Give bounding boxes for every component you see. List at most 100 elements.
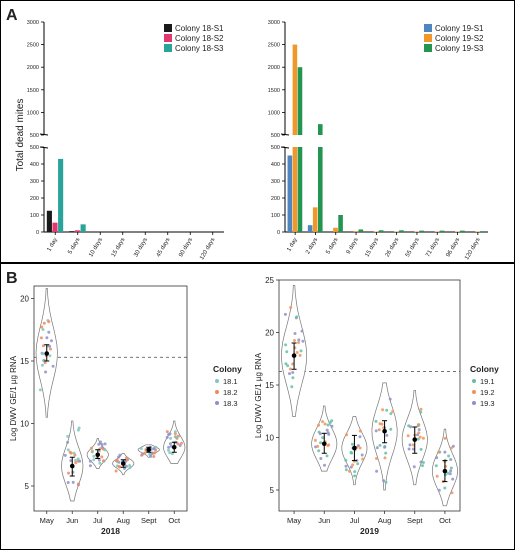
data-point: [435, 474, 439, 478]
data-point: [421, 436, 425, 440]
x-tick-label: Aug: [117, 516, 130, 525]
data-point: [407, 424, 411, 428]
data-point: [375, 446, 379, 450]
data-point: [350, 451, 354, 455]
data-point: [391, 409, 395, 413]
data-point: [388, 397, 392, 401]
chart-layer: 0100200300400500500100015002000250030001…: [9, 20, 499, 536]
data-point: [169, 436, 173, 440]
axis-break-mark: [39, 133, 49, 136]
data-point: [435, 456, 439, 460]
data-point: [330, 419, 334, 423]
y-tick-label: 100: [271, 213, 280, 219]
y-tick-label: 500: [30, 133, 39, 139]
data-point: [168, 451, 172, 455]
x-tick-label: Sept: [141, 516, 157, 525]
mean-point: [352, 445, 357, 451]
bar: [475, 231, 480, 232]
data-point: [443, 436, 447, 440]
data-point: [92, 454, 96, 458]
data-point: [321, 436, 325, 440]
data-point: [288, 367, 292, 371]
data-point: [88, 459, 92, 463]
data-point: [72, 451, 76, 455]
data-point: [63, 453, 67, 457]
data-point: [77, 426, 81, 430]
legend-swatch: [215, 401, 219, 405]
legend-swatch: [215, 379, 219, 383]
data-point: [128, 466, 132, 470]
data-point: [40, 325, 44, 329]
data-point: [295, 315, 299, 319]
data-point: [97, 458, 101, 462]
data-point: [437, 450, 441, 454]
bar: [358, 229, 364, 232]
data-point: [326, 444, 330, 448]
y-tick-label: 20: [20, 295, 29, 304]
data-point: [99, 440, 102, 444]
y-tick-label: 500: [271, 145, 280, 151]
data-point: [298, 353, 302, 357]
y-tick-label: 3000: [268, 20, 280, 26]
y-tick-label: 300: [30, 179, 39, 185]
x-tick-label: 5 days: [67, 237, 81, 255]
legend-swatch: [164, 44, 172, 52]
data-point: [383, 456, 387, 460]
data-point: [349, 465, 353, 469]
data-point: [406, 434, 410, 438]
bar: [287, 155, 293, 232]
x-tick-label: May: [287, 516, 301, 525]
data-point: [358, 429, 362, 433]
data-point: [68, 450, 72, 454]
data-point: [152, 455, 156, 458]
x-tick-label: 5 days: [325, 237, 339, 255]
legend-entry: Colony 19-S2: [435, 34, 484, 43]
legend-swatch: [472, 390, 476, 394]
y-tick-label: 5: [25, 482, 30, 491]
mean-point: [321, 441, 327, 447]
x-tick-label: May: [40, 516, 54, 525]
x-axis-label: 2019: [360, 526, 379, 536]
data-point: [385, 408, 389, 412]
y-tick-label: 5: [270, 486, 275, 495]
data-point: [330, 424, 334, 428]
data-point: [416, 437, 420, 441]
data-point: [41, 344, 45, 348]
data-point: [344, 464, 348, 468]
bar: [460, 230, 465, 232]
data-point: [408, 443, 412, 447]
bar: [297, 147, 303, 232]
data-point: [417, 423, 421, 427]
x-tick-label: 96 days: [446, 237, 462, 258]
plot-frame: [33, 285, 188, 512]
data-point: [115, 459, 118, 463]
data-point: [380, 422, 384, 426]
data-point: [411, 443, 415, 447]
legend-swatch: [472, 379, 476, 383]
bar: [439, 230, 445, 232]
violin-chart: 5 10 15 20 25 May Jun Jul Aug Sept Oct 2019 Log DWV …: [254, 276, 499, 536]
y-tick-label: 300: [271, 179, 280, 185]
data-point: [443, 486, 447, 490]
legend-swatch: [424, 34, 432, 42]
bar: [480, 231, 485, 232]
x-axis-label: 2018: [101, 526, 120, 536]
data-point: [325, 454, 329, 458]
bar: [317, 147, 323, 232]
data-point: [377, 428, 381, 432]
mean-point: [442, 468, 448, 474]
data-point: [167, 448, 170, 452]
data-point: [103, 442, 107, 446]
mean-point: [44, 351, 50, 356]
legend-entry: 18.3: [223, 399, 238, 408]
data-point: [344, 468, 348, 472]
data-point: [385, 433, 389, 437]
x-tick-label: 90 days: [178, 237, 194, 258]
data-point: [173, 430, 177, 434]
x-tick-label: 55 days: [405, 237, 421, 258]
y-tick-label: 1500: [27, 88, 39, 94]
x-tick-label: 71 days: [425, 237, 441, 258]
bar: [394, 231, 399, 232]
data-point: [180, 441, 183, 445]
